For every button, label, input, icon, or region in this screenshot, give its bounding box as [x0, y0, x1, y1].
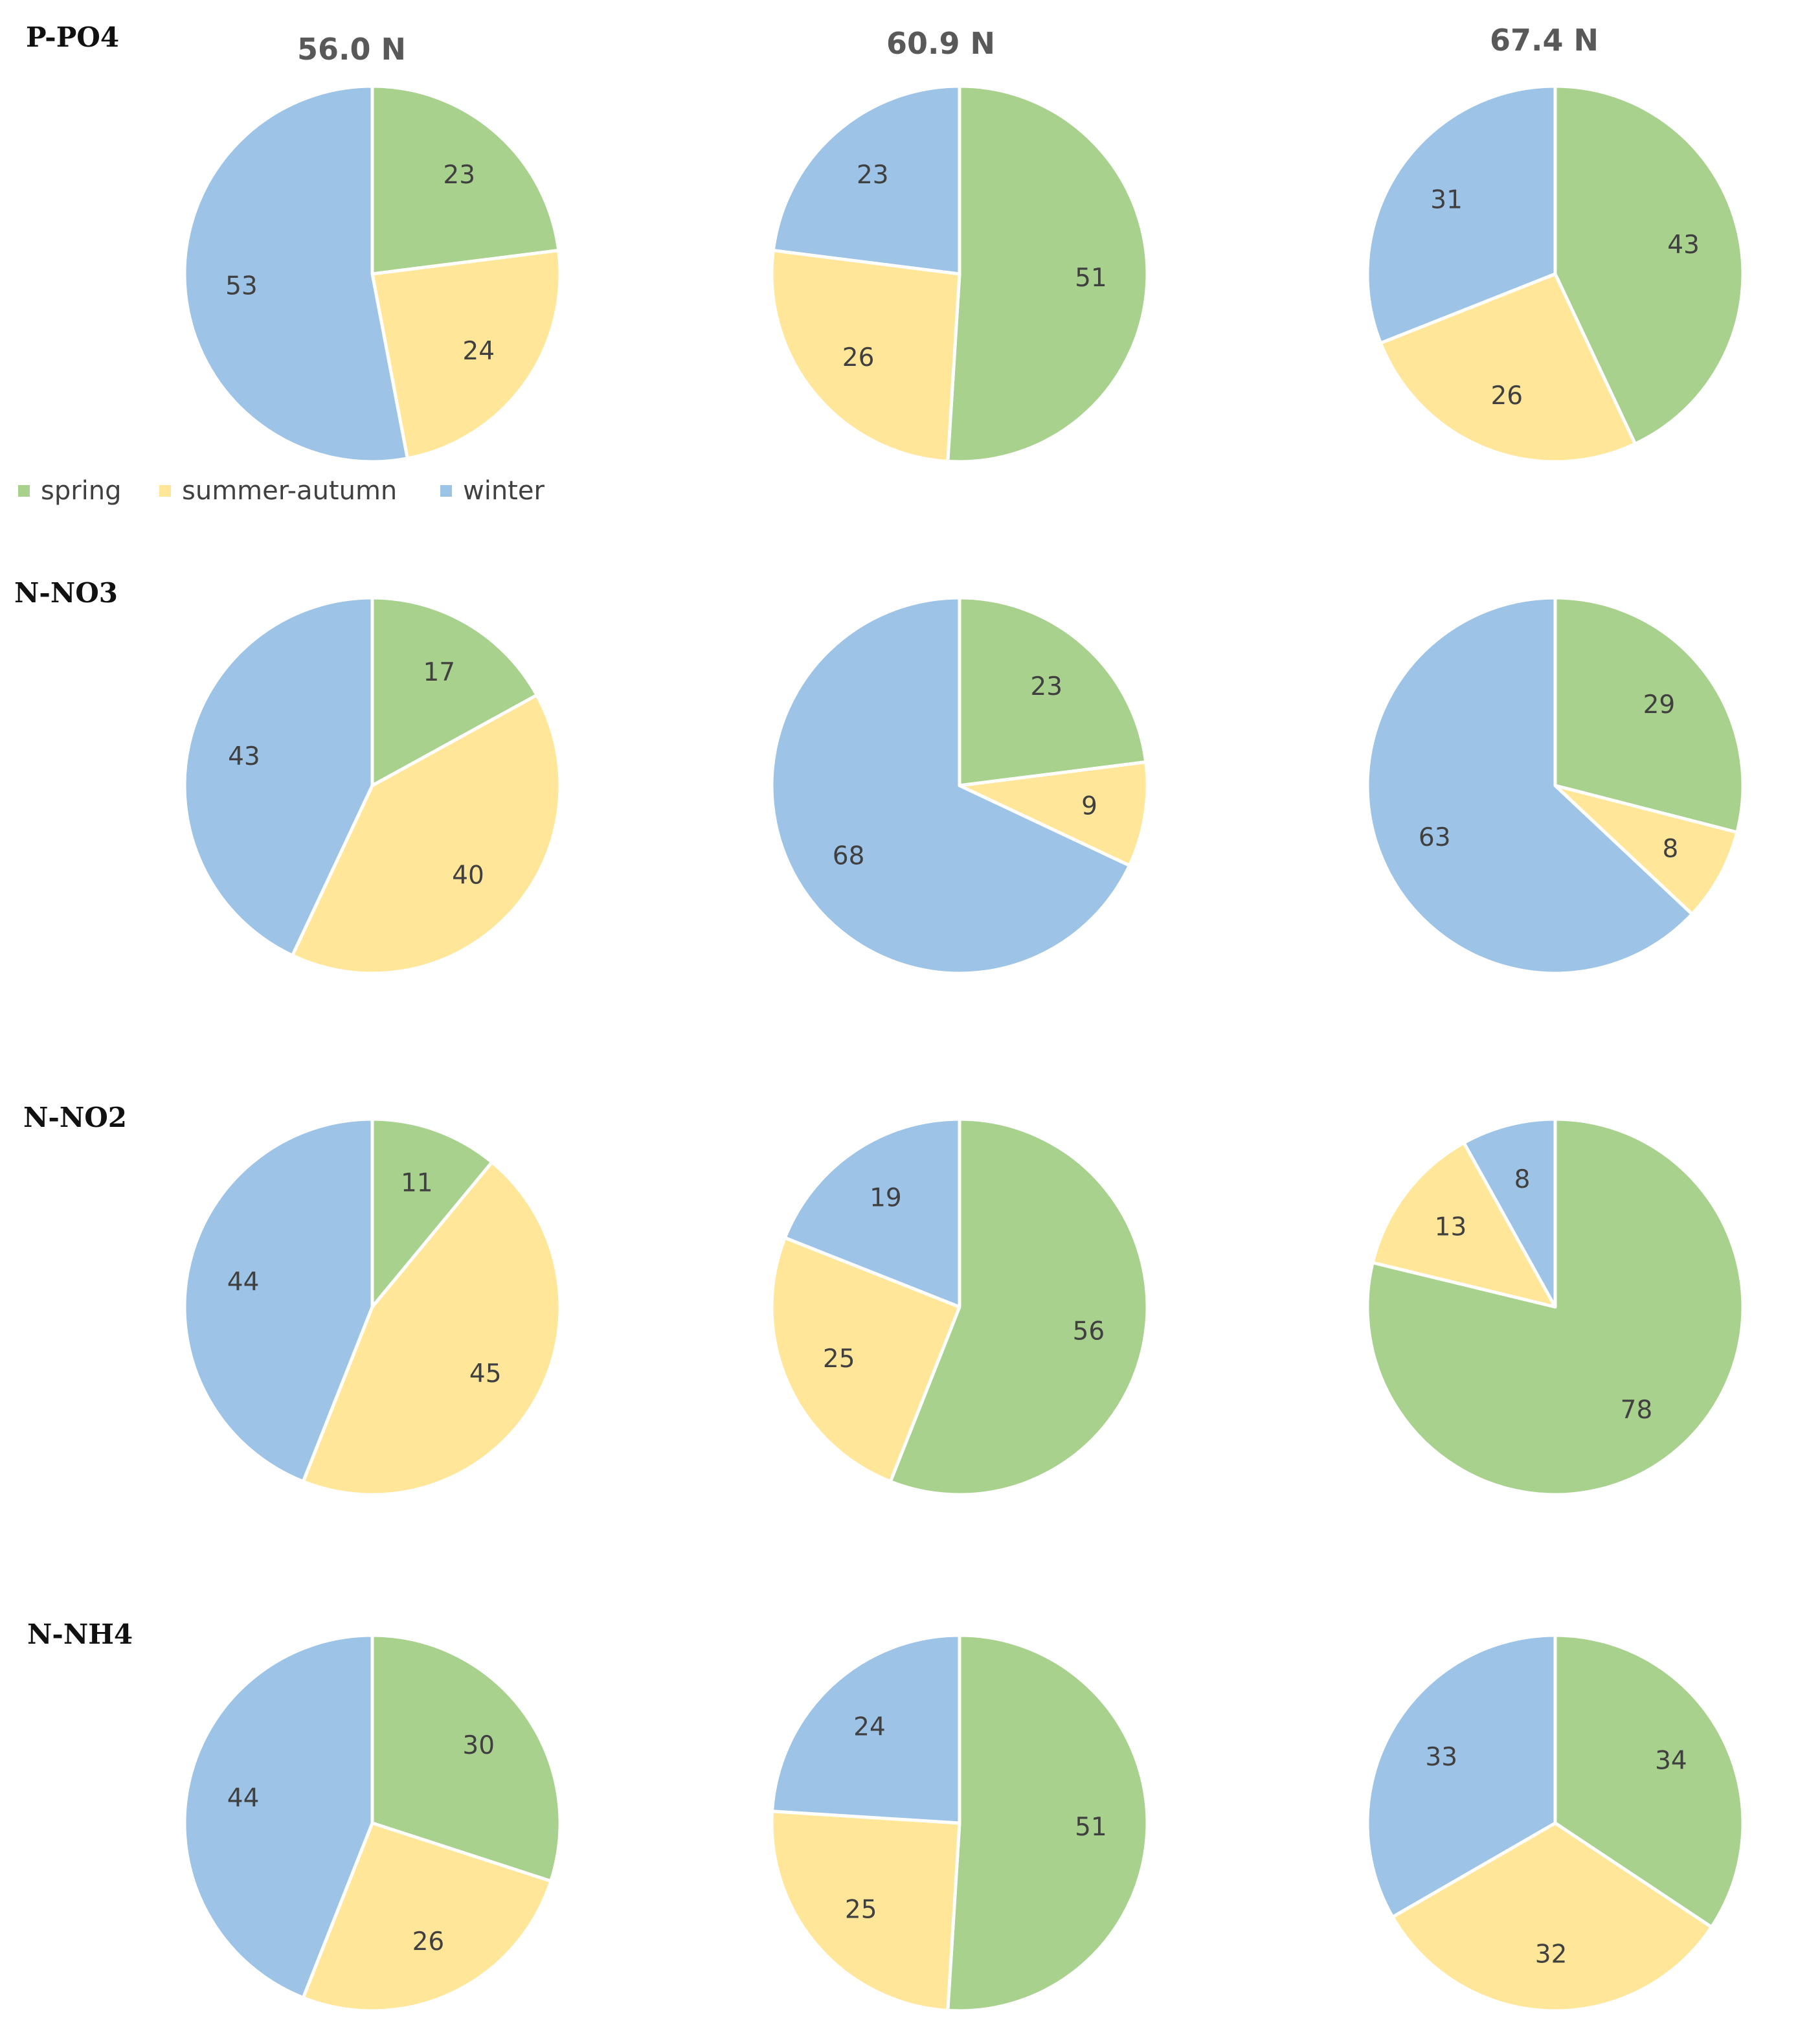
data-label-winter: 43: [228, 742, 260, 771]
data-label-winter: 24: [853, 1713, 886, 1742]
row-label-p-po4: P-PO4: [26, 21, 119, 53]
row-label-n-no3: N-NO3: [14, 577, 118, 609]
column-title-1: 56.0 N: [297, 32, 406, 67]
data-label-spring: 23: [443, 161, 475, 190]
slice-winter: [1365, 1633, 1557, 1919]
slice-spring: [958, 596, 1148, 788]
slice-spring: [370, 596, 539, 788]
data-label-summer-autumn: 8: [1662, 834, 1678, 863]
slice-summer-autumn: [291, 693, 562, 975]
slice-summer-autumn: [770, 1236, 961, 1484]
slice-winter: [183, 596, 374, 957]
slice-spring: [1365, 1117, 1745, 1497]
slice-spring: [1553, 596, 1745, 834]
data-label-summer-autumn: 40: [452, 861, 484, 890]
pie-n-nh4-60-9-n: 51 25 24: [770, 1633, 1149, 2013]
legend-label-summer-autumn: summer-autumn: [182, 476, 397, 506]
slice-summer-autumn: [1378, 272, 1637, 464]
pie-n-no3-60-9-n: 23 9 68: [770, 596, 1149, 975]
data-label-summer-autumn: 25: [845, 1896, 877, 1925]
legend-swatch-spring: [18, 485, 30, 497]
slice-summer-autumn: [1391, 1821, 1713, 2013]
column-title-2: 60.9 N: [886, 26, 995, 61]
data-label-winter: 68: [833, 841, 865, 870]
row-label-n-nh4: N-NH4: [27, 1618, 133, 1650]
data-label-winter: 63: [1419, 823, 1451, 852]
slice-spring: [370, 84, 561, 276]
pie-n-no2-56-0-n: 11 45 44: [183, 1117, 562, 1497]
legend-swatch-summer-autumn: [159, 485, 171, 497]
slice-summer-autumn: [301, 1821, 553, 2013]
data-label-winter: 53: [225, 272, 258, 301]
data-label-spring: 23: [1030, 672, 1062, 701]
slice-summer-autumn: [370, 249, 562, 460]
slice-winter: [1365, 596, 1694, 975]
slice-winter: [183, 1117, 374, 1484]
slice-summer-autumn: [770, 1809, 961, 2012]
slice-summer-autumn: [1553, 784, 1739, 916]
data-label-summer-autumn: 26: [1490, 381, 1523, 411]
slice-spring: [370, 1117, 494, 1309]
slice-summer-autumn: [770, 249, 961, 463]
data-label-winter: 8: [1514, 1165, 1531, 1194]
legend: spring summer-autumn winter: [18, 476, 545, 506]
data-label-spring: 17: [423, 658, 455, 687]
row-label-n-no2: N-NO2: [23, 1102, 127, 1133]
data-label-spring: 51: [1075, 1813, 1107, 1842]
data-label-winter: 31: [1430, 185, 1463, 214]
data-label-spring: 34: [1655, 1747, 1687, 1776]
slice-spring: [1553, 84, 1745, 446]
data-label-winter: 23: [857, 161, 889, 190]
legend-label-winter: winter: [463, 476, 545, 506]
data-label-winter: 19: [870, 1184, 902, 1213]
pie-n-no2-67-4-n: 78 13 8: [1365, 1117, 1745, 1497]
slice-spring: [370, 1633, 562, 1883]
data-label-spring: 78: [1621, 1396, 1653, 1425]
data-label-summer-autumn: 24: [462, 337, 495, 366]
pie-p-po4-60-9-n: 51 26 23: [770, 84, 1149, 464]
data-label-winter: 33: [1425, 1743, 1457, 1772]
pie-n-no2-60-9-n: 56 25 19: [770, 1117, 1149, 1497]
data-label-summer-autumn: 13: [1435, 1213, 1467, 1242]
pie-p-po4-56-0-n: 23 24 53: [183, 84, 562, 464]
slice-winter: [783, 1117, 961, 1309]
slice-winter: [183, 1633, 374, 2000]
data-label-summer-autumn: 32: [1535, 1940, 1567, 1969]
data-label-spring: 56: [1073, 1317, 1105, 1346]
data-label-spring: 30: [462, 1731, 495, 1760]
legend-label-spring: spring: [41, 476, 122, 506]
data-label-summer-autumn: 9: [1081, 791, 1097, 821]
data-label-summer-autumn: 45: [469, 1359, 502, 1389]
slice-winter: [183, 84, 409, 464]
slice-winter: [770, 596, 1131, 975]
pie-n-nh4-67-4-n: 34 32 33: [1365, 1633, 1745, 2013]
pie-p-po4-67-4-n: 43 26 31: [1365, 84, 1745, 464]
pie-n-no3-56-0-n: 17 40 43: [183, 596, 562, 975]
slice-winter: [771, 84, 961, 276]
column-title-3: 67.4 N: [1490, 23, 1599, 58]
slice-summer-autumn: [1371, 1141, 1557, 1309]
data-label-summer-autumn: 25: [823, 1344, 855, 1374]
pie-n-nh4-56-0-n: 30 26 44: [183, 1633, 562, 2013]
data-label-spring: 11: [401, 1169, 433, 1198]
data-label-winter: 44: [227, 1784, 260, 1813]
slice-winter: [770, 1633, 961, 1825]
data-label-winter: 44: [227, 1268, 260, 1297]
data-label-spring: 43: [1667, 231, 1700, 260]
data-label-spring: 29: [1643, 690, 1676, 720]
slice-winter: [1462, 1117, 1557, 1309]
data-label-spring: 51: [1075, 264, 1107, 293]
slice-spring: [946, 1633, 1149, 2013]
slice-summer-autumn: [301, 1161, 562, 1497]
legend-swatch-winter: [440, 485, 452, 497]
slice-summer-autumn: [958, 760, 1149, 867]
slice-spring: [888, 1117, 1149, 1497]
slice-winter: [1365, 84, 1557, 345]
data-label-summer-autumn: 26: [842, 343, 875, 372]
data-label-summer-autumn: 26: [412, 1927, 445, 1956]
pie-n-no3-67-4-n: 29 8 63: [1365, 596, 1745, 975]
slice-spring: [946, 84, 1149, 464]
